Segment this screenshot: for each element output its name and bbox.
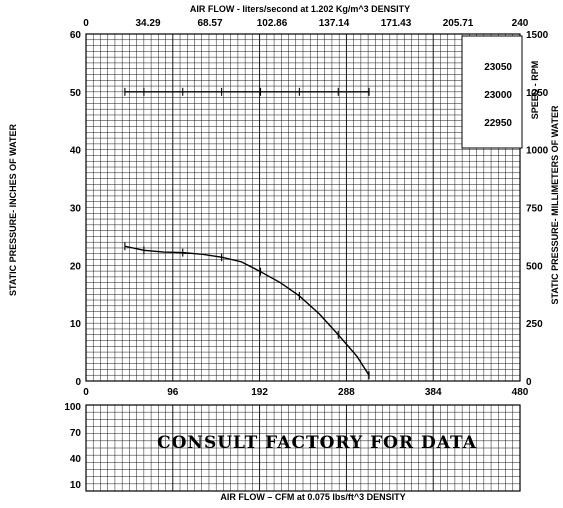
y-tick-label: 10 bbox=[70, 319, 82, 330]
pressure-curve-line bbox=[124, 245, 370, 376]
lower-y-tick-label: 100 bbox=[64, 402, 81, 413]
right-tick-label: 1250 bbox=[526, 88, 549, 99]
top-tick-label: 34.29 bbox=[135, 18, 160, 29]
speed-legend-box bbox=[461, 35, 523, 149]
right-tick-label: 1500 bbox=[526, 30, 549, 41]
consult-factory-annotation: CONSULT FACTORY FOR DATA bbox=[157, 433, 477, 453]
top-tick-label: 205.71 bbox=[443, 18, 474, 29]
speed-axis-title: SPEED - RPM bbox=[530, 61, 540, 120]
grid-layer bbox=[85, 33, 521, 492]
x-tick-label: 0 bbox=[83, 387, 89, 398]
y-tick-label: 50 bbox=[70, 88, 82, 99]
lower-y-tick-label: 40 bbox=[70, 454, 82, 465]
y-tick-label: 40 bbox=[70, 146, 82, 157]
lower-y-tick-label: 70 bbox=[70, 428, 82, 439]
speed-tick-label: 22950 bbox=[484, 118, 512, 129]
top-tick-label: 171.43 bbox=[381, 18, 412, 29]
left-axis-title: STATIC PRESSURE- INCHES OF WATER bbox=[8, 124, 18, 297]
right-tick-label: 0 bbox=[526, 377, 532, 388]
right-tick-label: 500 bbox=[526, 261, 543, 272]
y-tick-label: 60 bbox=[70, 30, 82, 41]
right-axis-title: STATIC PRESSURE- MILLIMETERS OF WATER bbox=[550, 105, 560, 304]
y-tick-label: 30 bbox=[70, 204, 82, 215]
speed-tick-label: 23000 bbox=[484, 90, 512, 101]
x-tick-label: 480 bbox=[512, 387, 529, 398]
right-tick-label: 250 bbox=[526, 319, 543, 330]
bottom-axis-title: AIR FLOW – CFM at 0.075 lbs/ft^3 DENSITY bbox=[220, 492, 405, 502]
speed-tick-label: 23050 bbox=[484, 62, 512, 73]
top-tick-label: 240 bbox=[512, 18, 529, 29]
top-tick-label: 137.14 bbox=[319, 18, 350, 29]
top-tick-label: 0 bbox=[83, 18, 89, 29]
lower-y-tick-label: 10 bbox=[70, 480, 82, 491]
top-axis-title: AIR FLOW - liters/second at 1.202 Kg/m^3… bbox=[190, 4, 410, 14]
top-tick-label: 68.57 bbox=[197, 18, 222, 29]
x-tick-label: 384 bbox=[425, 387, 442, 398]
y-tick-label: 0 bbox=[75, 377, 81, 388]
right-tick-label: 1000 bbox=[526, 146, 549, 157]
y-tick-label: 20 bbox=[70, 261, 82, 272]
x-tick-label: 96 bbox=[167, 387, 179, 398]
series-layer bbox=[124, 87, 370, 380]
right-tick-label: 750 bbox=[526, 204, 543, 215]
x-tick-label: 192 bbox=[251, 387, 268, 398]
x-tick-label: 288 bbox=[338, 387, 355, 398]
top-tick-label: 102.86 bbox=[257, 18, 288, 29]
